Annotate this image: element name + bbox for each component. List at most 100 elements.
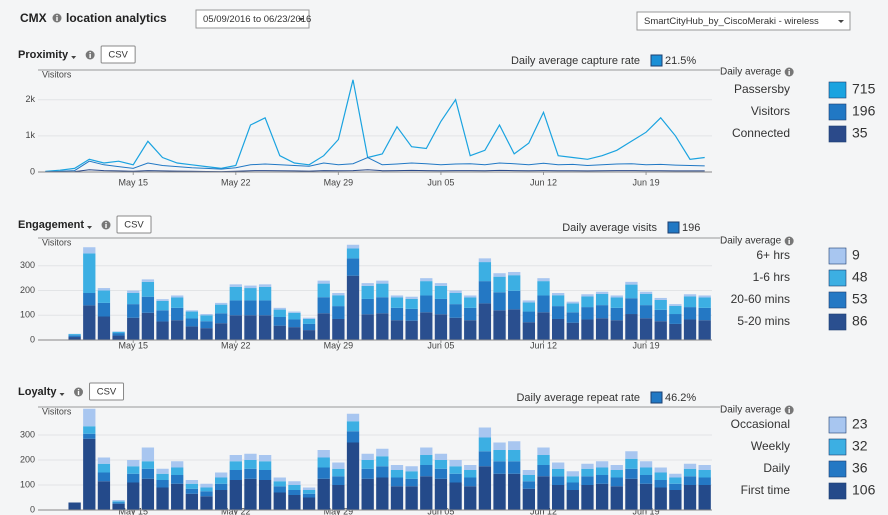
bar-segment [127, 304, 140, 318]
bar-segment [97, 481, 111, 510]
bar-segment [625, 451, 638, 459]
bar-segment [551, 462, 565, 469]
bar-segment [698, 320, 711, 340]
bar-segment [332, 485, 345, 510]
legend-label: Occasional [731, 417, 790, 431]
bar-segment [97, 316, 111, 340]
bar-segment [97, 472, 111, 482]
bar-segment [508, 461, 521, 474]
bar-segment [288, 495, 301, 510]
bar-segment [185, 310, 199, 312]
bar-segment [229, 461, 242, 470]
bar-segment [639, 318, 653, 340]
bar-segment [537, 447, 550, 455]
x-tick-label: May 29 [324, 340, 354, 350]
section-caret[interactable] [59, 393, 65, 396]
legend-average: 23 [852, 416, 868, 432]
bar-segment [346, 413, 360, 422]
bar-segment [171, 297, 184, 308]
bar-segment [376, 280, 389, 284]
x-tick-label: Jun 05 [427, 340, 454, 350]
bar-segment [156, 473, 169, 480]
bar-segment [420, 476, 433, 510]
y-tick-label: 1k [25, 130, 35, 140]
bar-segment [214, 490, 228, 510]
bar-segment [171, 307, 184, 321]
legend-swatch [828, 103, 847, 121]
legend-label: Connected [732, 126, 790, 140]
bar-segment [551, 295, 565, 307]
csv-button[interactable] [100, 45, 136, 64]
bar-segment [610, 477, 623, 487]
csv-button-label: CSV [97, 387, 117, 398]
bar-segment [508, 275, 521, 291]
bar-segment [508, 290, 521, 310]
bar-segment [361, 314, 374, 340]
date-range-dropdown[interactable] [195, 9, 310, 29]
legend-average: 715 [852, 81, 876, 97]
info-icon-glyph [105, 224, 107, 228]
bar-segment [141, 478, 155, 510]
bar-segment [683, 296, 697, 308]
bar-segment [302, 497, 316, 510]
bar-segment [112, 335, 125, 340]
summary-value: 196 [682, 222, 700, 234]
bar-segment [654, 480, 667, 488]
legend-label: Visitors [751, 104, 790, 118]
bar-segment [171, 320, 184, 340]
bar-segment [97, 457, 111, 464]
bar-segment [390, 477, 404, 487]
bar-segment [551, 468, 565, 477]
summary-label: Daily average capture rate [511, 55, 640, 67]
bar-segment [214, 302, 228, 305]
csv-button[interactable] [89, 382, 125, 401]
bar-segment [112, 500, 125, 502]
x-tick-label: May 15 [118, 177, 148, 187]
bar-segment [522, 311, 536, 323]
bar-segment [112, 502, 125, 504]
section-caret[interactable] [87, 226, 93, 229]
network-dropdown[interactable] [636, 11, 851, 31]
bar-segment [229, 470, 242, 480]
bar-segment [698, 470, 711, 478]
legend-average: 35 [852, 125, 868, 141]
bar-segment [625, 298, 638, 315]
bar-segment [464, 320, 477, 340]
x-tick-label: May 22 [221, 506, 251, 515]
bar-segment [68, 337, 81, 340]
bar-segment [434, 453, 448, 460]
bar-segment [302, 487, 316, 490]
bar-segment [522, 300, 536, 303]
legend-swatch [828, 438, 847, 456]
bar-segment [258, 284, 272, 287]
bar-segment [522, 481, 536, 489]
bar-segment [581, 296, 594, 308]
series-line [45, 169, 705, 173]
bar-segment [449, 290, 462, 293]
bar-segment [551, 476, 565, 485]
bar-segment [566, 476, 579, 483]
bar-segment [156, 300, 169, 311]
bar-segment [537, 278, 550, 282]
bar-segment [478, 437, 492, 452]
bar-segment [405, 296, 418, 299]
section-caret[interactable] [71, 56, 77, 59]
bar-segment [522, 475, 536, 482]
bar-segment [156, 480, 169, 488]
legend-title: Daily average [720, 405, 782, 416]
bar-segment [610, 486, 623, 510]
y-tick-label: 0 [30, 504, 35, 514]
bar-segment [683, 468, 697, 477]
legend-label: 1-6 hrs [753, 270, 790, 284]
bar-segment [156, 310, 169, 322]
bar-segment [83, 293, 96, 306]
csv-button[interactable] [116, 215, 152, 234]
bar-segment [317, 457, 330, 468]
info-icon-glyph [77, 391, 80, 395]
page-title: location analytics [66, 11, 167, 25]
info-icon-glyph [56, 17, 58, 21]
bar-segment [639, 475, 653, 484]
bar-segment [551, 293, 565, 296]
bar-segment [288, 319, 301, 328]
